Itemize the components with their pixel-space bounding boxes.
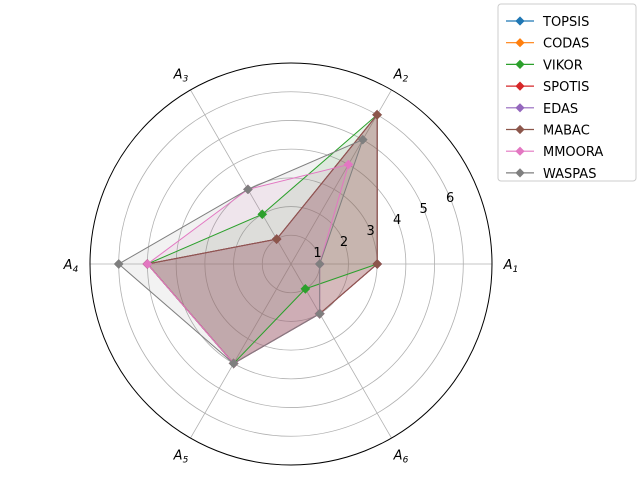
series-fills: [118, 114, 378, 364]
legend-frame: [497, 3, 637, 182]
grid-spoke: [290, 89, 392, 265]
legend-label: MMOORA: [543, 145, 603, 160]
legend-label: EDAS: [543, 102, 578, 117]
axis-label: A2: [393, 67, 409, 84]
data-point: [314, 259, 325, 269]
legend-marker: [515, 59, 525, 69]
grid-spoke: [190, 89, 292, 265]
r-tick-label: 4: [393, 213, 401, 228]
polar-frame: [89, 62, 493, 466]
grid-spoke: [290, 263, 392, 439]
r-tick-label: 1: [313, 246, 321, 261]
series-fill-vikor: [147, 114, 378, 364]
legend-entry-edas: EDAS: [506, 102, 578, 117]
data-point: [357, 134, 368, 145]
axis-label: A6: [393, 449, 409, 466]
axis-label: A1: [503, 258, 519, 275]
legend-entry-spotis: SPOTIS: [506, 80, 589, 95]
legend-label: SPOTIS: [543, 80, 589, 95]
r-tick-label: 6: [446, 191, 454, 206]
data-point: [300, 283, 311, 294]
legend-marker: [515, 146, 525, 156]
data-point: [372, 259, 383, 269]
data-point: [242, 184, 253, 195]
data-point: [228, 358, 239, 369]
r-tick-label: 5: [420, 202, 428, 217]
legend-marker: [515, 168, 525, 178]
axis-label: A3: [173, 67, 189, 84]
legend-entry-topsis: TOPSIS: [506, 15, 589, 30]
data-point: [372, 109, 383, 120]
r-tick-label: 2: [340, 235, 348, 250]
legend-label: VIKOR: [543, 58, 583, 73]
legend-marker: [515, 124, 525, 135]
axis-label: A4: [63, 258, 79, 275]
legend-entry-mabac: MABAC: [506, 124, 590, 139]
legend-marker: [515, 16, 525, 26]
series-waspas: [113, 134, 368, 369]
legend-marker: [515, 38, 525, 48]
axis-label: A5: [173, 449, 189, 466]
series-fill-waspas: [118, 139, 363, 364]
data-point: [271, 234, 282, 245]
legend-entry-vikor: VIKOR: [506, 58, 583, 73]
series-lines: [113, 109, 383, 369]
radial-tick-labels: 1 2 3 4 5 6: [313, 191, 454, 261]
legend-marker: [515, 103, 525, 113]
legend-entry-codas: CODAS: [506, 37, 589, 52]
legend-entry-waspas: WASPAS: [506, 167, 596, 182]
data-point: [142, 259, 153, 269]
data-point: [113, 259, 124, 269]
data-point: [257, 209, 268, 220]
legend-label: TOPSIS: [542, 15, 589, 30]
r-tick-label: 3: [366, 224, 374, 239]
legend-entry-mmoora: MMOORA: [506, 145, 603, 160]
legend-label: WASPAS: [543, 167, 596, 182]
data-point: [343, 159, 354, 170]
legend-label: CODAS: [543, 37, 589, 52]
grid-spoke: [190, 263, 292, 439]
data-point: [314, 308, 325, 319]
legend-label: MABAC: [543, 124, 590, 139]
legend-marker: [515, 81, 525, 91]
series-fill-mmoora: [147, 164, 349, 364]
axis-labels: A1 A2 A3 A4 A5 A6: [63, 67, 519, 465]
legend: TOPSIS CODAS VIKOR SPOTIS EDAS MABAC MMOORA WAS…: [497, 3, 637, 182]
